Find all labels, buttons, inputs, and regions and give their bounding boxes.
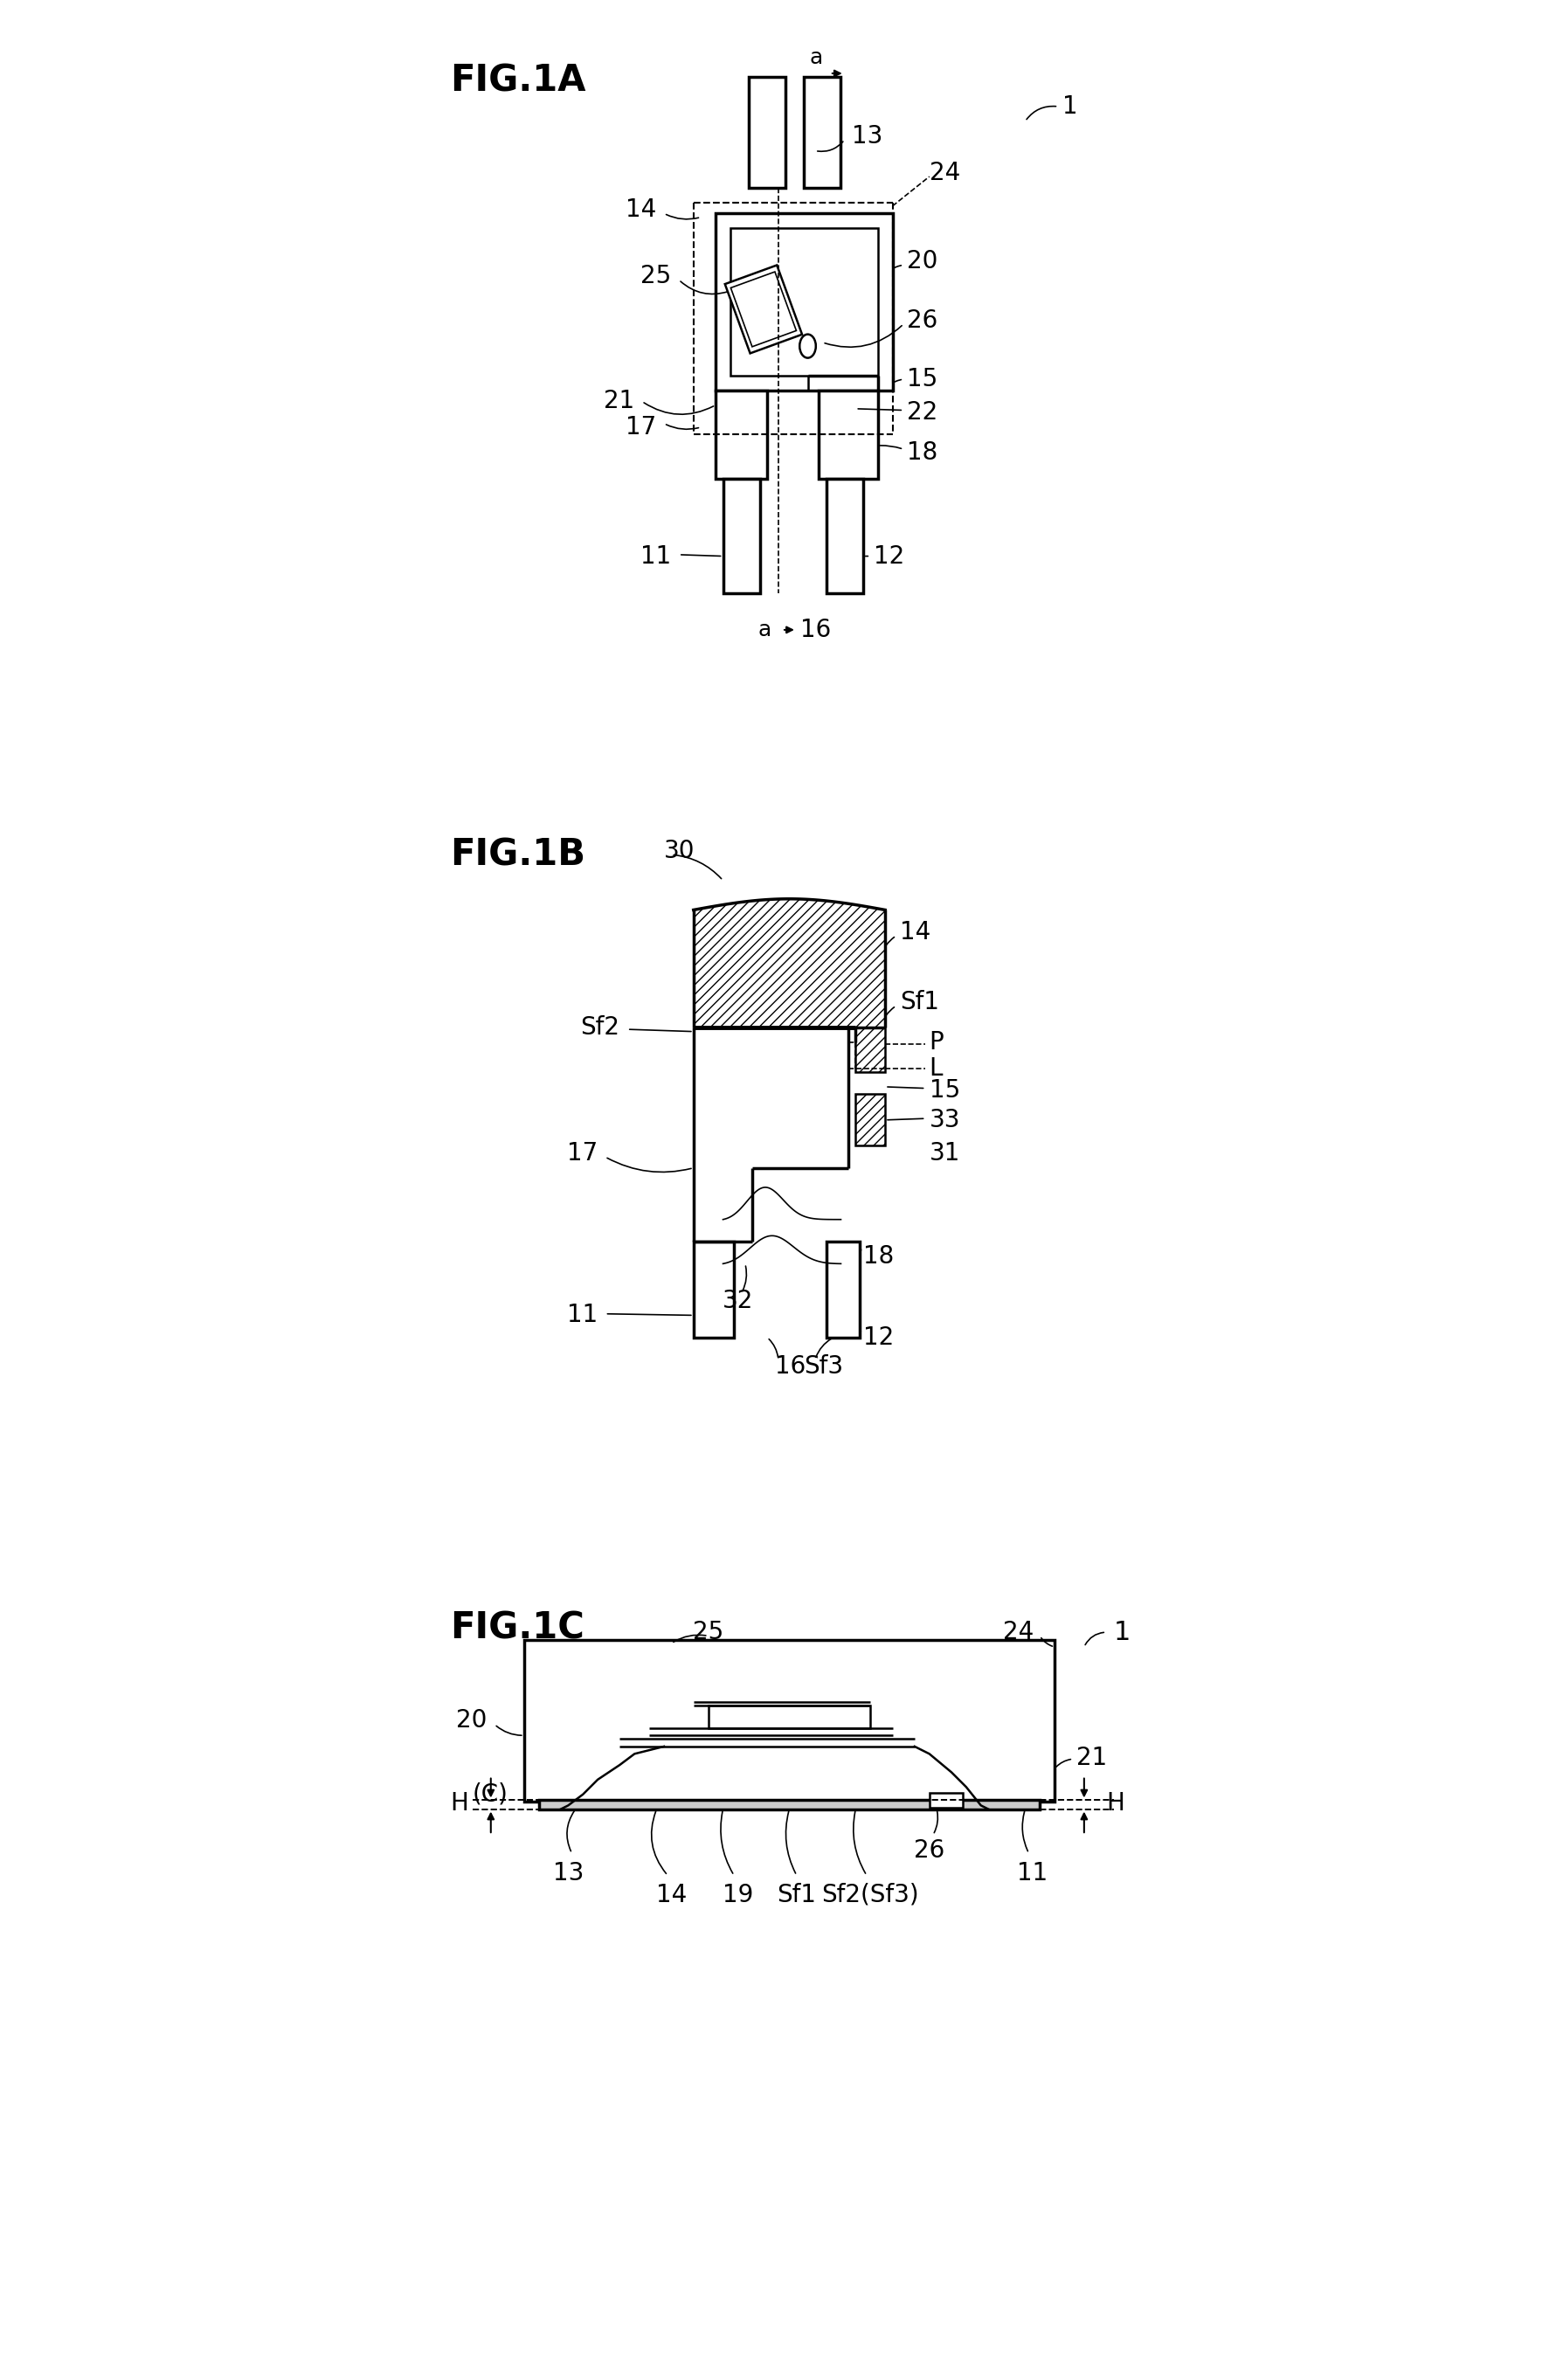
Bar xyxy=(538,1799,1039,1809)
Bar xyxy=(803,76,841,188)
Text: 21: 21 xyxy=(603,390,635,414)
Text: 15: 15 xyxy=(928,1078,960,1102)
Text: 22: 22 xyxy=(907,400,938,424)
Text: 20: 20 xyxy=(456,1709,486,1733)
Text: Sf2(Sf3): Sf2(Sf3) xyxy=(821,1883,919,1906)
Polygon shape xyxy=(730,271,796,347)
Text: 25: 25 xyxy=(641,264,671,288)
Bar xyxy=(716,390,767,478)
Text: Sf1: Sf1 xyxy=(777,1883,816,1906)
Text: 21: 21 xyxy=(1077,1745,1107,1771)
Text: Sf2: Sf2 xyxy=(580,1016,619,1040)
Bar xyxy=(716,214,892,390)
Text: 19: 19 xyxy=(722,1883,753,1906)
Text: 13: 13 xyxy=(552,1861,583,1885)
Text: a: a xyxy=(756,619,771,640)
Text: 17: 17 xyxy=(625,414,656,440)
Text: 15: 15 xyxy=(907,367,938,390)
Bar xyxy=(708,1706,871,1728)
Bar xyxy=(825,1242,858,1338)
Bar xyxy=(855,1095,885,1145)
Text: 14: 14 xyxy=(899,919,930,945)
Text: 11: 11 xyxy=(1016,1861,1047,1885)
Text: 1: 1 xyxy=(1113,1618,1130,1645)
Text: 11: 11 xyxy=(641,545,671,569)
Bar xyxy=(692,1242,733,1338)
Bar xyxy=(819,390,877,478)
Text: FIG.1B: FIG.1B xyxy=(450,835,586,873)
Text: H: H xyxy=(450,1792,469,1816)
Text: FIG.1A: FIG.1A xyxy=(450,62,586,100)
Text: 17: 17 xyxy=(566,1140,597,1166)
Text: (C): (C) xyxy=(472,1783,508,1806)
Text: 11: 11 xyxy=(566,1304,597,1328)
Text: 16: 16 xyxy=(800,619,830,643)
Text: 32: 32 xyxy=(722,1288,753,1314)
Bar xyxy=(524,1640,1053,1802)
Text: 12: 12 xyxy=(863,1326,894,1349)
Text: 31: 31 xyxy=(928,1140,960,1166)
Text: L: L xyxy=(928,1057,942,1081)
Polygon shape xyxy=(725,264,802,352)
Text: 20: 20 xyxy=(907,250,938,274)
Text: Sf3: Sf3 xyxy=(803,1354,842,1378)
Text: FIG.1C: FIG.1C xyxy=(450,1611,585,1647)
Text: 25: 25 xyxy=(692,1621,724,1645)
Text: 26: 26 xyxy=(913,1840,944,1864)
Bar xyxy=(928,1792,961,1809)
Text: P: P xyxy=(928,1031,944,1054)
Text: 24: 24 xyxy=(1002,1621,1033,1645)
Text: 24: 24 xyxy=(928,162,960,186)
Text: 33: 33 xyxy=(928,1107,960,1133)
Text: Sf1: Sf1 xyxy=(899,990,939,1014)
Bar xyxy=(730,228,877,376)
Bar xyxy=(825,478,863,593)
Text: 14: 14 xyxy=(655,1883,686,1906)
Text: 30: 30 xyxy=(664,838,694,864)
Text: 1: 1 xyxy=(1061,95,1077,119)
Polygon shape xyxy=(692,900,885,1028)
Text: 13: 13 xyxy=(852,124,883,148)
Ellipse shape xyxy=(799,333,816,357)
Text: 16: 16 xyxy=(774,1354,805,1378)
Text: 18: 18 xyxy=(907,440,938,464)
Text: H: H xyxy=(1105,1792,1124,1816)
Bar xyxy=(722,478,760,593)
Text: 12: 12 xyxy=(874,545,905,569)
Text: 26: 26 xyxy=(907,307,938,333)
Text: 14: 14 xyxy=(625,198,656,221)
Text: a: a xyxy=(808,48,822,69)
Bar xyxy=(749,76,785,188)
Bar xyxy=(855,1028,885,1071)
Text: 18: 18 xyxy=(863,1245,894,1269)
